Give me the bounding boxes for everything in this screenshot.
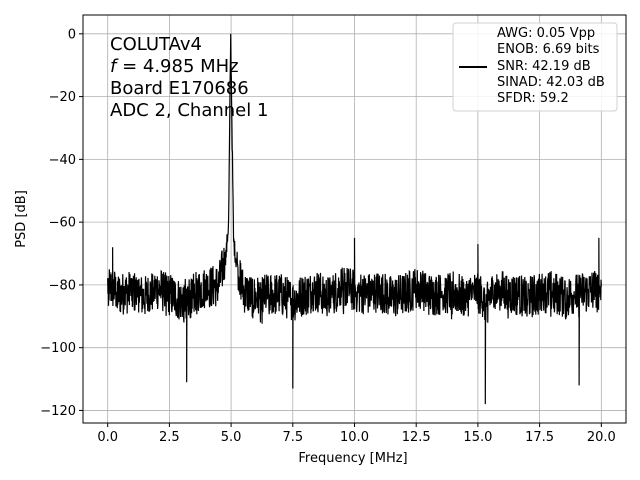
x-tick-label: 0.0 [97, 430, 118, 445]
y-tick-label: −20 [49, 90, 76, 105]
x-tick-label: 5.0 [221, 430, 242, 445]
legend-entry-5: SFDR: 59.2 [497, 91, 569, 106]
legend-entry-1: AWG: 0.05 Vpp [497, 26, 595, 41]
x-axis-ticks: 0.0 2.5 5.0 7.5 10.0 12.5 15.0 17.5 20.0 [97, 423, 616, 445]
chart-annotation: COLUTAv4 f = 4.985 MHz Board E170686 ADC… [110, 34, 268, 121]
legend-entry-2: ENOB: 6.69 bits [497, 42, 600, 57]
psd-series-line [107, 33, 602, 405]
annotation-line-4: ADC 2, Channel 1 [110, 100, 268, 121]
annotation-line-2: f = 4.985 MHz [110, 56, 239, 77]
x-tick-label: 7.5 [282, 430, 303, 445]
annotation-frequency-value: = 4.985 MHz [116, 56, 238, 77]
x-tick-label: 15.0 [463, 430, 492, 445]
y-tick-label: −100 [40, 341, 76, 356]
x-tick-label: 10.0 [340, 430, 369, 445]
y-tick-label: 0 [68, 27, 76, 42]
legend-box [452, 22, 618, 112]
x-tick-label: 20.0 [587, 430, 616, 445]
psd-trace [107, 33, 602, 405]
x-tick-label: 2.5 [159, 430, 180, 445]
annotation-frequency-symbol: f [110, 56, 119, 77]
y-tick-label: −80 [49, 278, 76, 293]
legend-entry-3: SNR: 42.19 dB [497, 59, 591, 74]
annotation-line-3: Board E170686 [110, 78, 249, 99]
legend-entry-4: SINAD: 42.03 dB [497, 75, 605, 90]
y-tick-label: −120 [40, 404, 76, 419]
legend: AWG: 0.05 Vpp ENOB: 6.69 bits SNR: 42.19… [452, 22, 618, 112]
x-axis-label: Frequency [MHz] [298, 451, 407, 466]
x-tick-label: 17.5 [525, 430, 554, 445]
x-tick-label: 12.5 [402, 430, 431, 445]
y-axis-ticks: 0 −20 −40 −60 −80 −100 −120 [40, 27, 83, 419]
y-axis-label: PSD [dB] [14, 190, 29, 248]
y-tick-label: −60 [49, 216, 76, 231]
annotation-line-1: COLUTAv4 [110, 34, 202, 55]
y-tick-label: −40 [49, 153, 76, 168]
